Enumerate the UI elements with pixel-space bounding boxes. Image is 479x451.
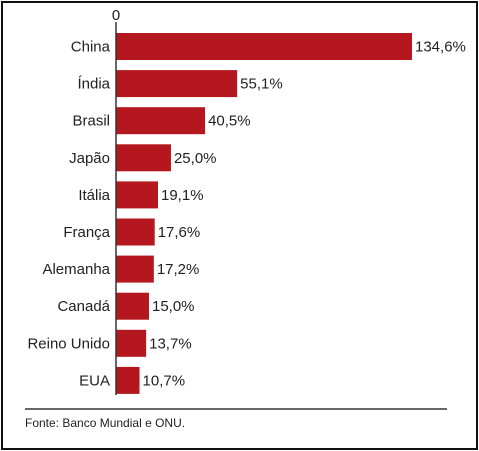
value-label-2: 40,5% <box>208 113 251 130</box>
category-label-1: Índia <box>77 76 110 93</box>
bar-2 <box>116 107 206 135</box>
category-label-2: Brasil <box>72 113 110 130</box>
value-label-0: 134,6% <box>415 39 466 56</box>
bar-1 <box>116 70 238 98</box>
bar-4 <box>116 181 159 209</box>
category-label-9: EUA <box>79 372 110 389</box>
source-note: Fonte: Banco Mundial e ONU. <box>25 416 185 430</box>
value-label-6: 17,2% <box>157 261 200 278</box>
bar-9 <box>116 366 140 394</box>
value-label-5: 17,6% <box>158 224 201 241</box>
category-label-7: Canadá <box>57 298 110 315</box>
bar-8 <box>116 329 147 357</box>
bar-6 <box>116 255 154 283</box>
value-label-9: 10,7% <box>143 372 186 389</box>
value-label-8: 13,7% <box>149 335 192 352</box>
category-label-0: China <box>71 39 111 56</box>
value-label-7: 15,0% <box>152 298 195 315</box>
value-label-4: 19,1% <box>161 187 204 204</box>
bar-7 <box>116 292 149 320</box>
value-label-1: 55,1% <box>240 76 283 93</box>
category-label-5: França <box>63 224 110 241</box>
value-labels-group: 134,6% 55,1% 40,5% 25,0% 19,1% 17,6% 17,2% 15,0… <box>143 39 466 390</box>
category-label-4: Itália <box>78 187 110 204</box>
category-label-3: Japão <box>69 150 110 167</box>
category-label-6: Alemanha <box>42 261 110 278</box>
bar-0 <box>116 33 412 60</box>
category-label-8: Reino Unido <box>27 335 110 352</box>
value-label-3: 25,0% <box>174 150 217 167</box>
x-axis-zero-label: 0 <box>112 7 120 24</box>
bars-group <box>116 33 412 394</box>
category-labels-group: China Índia Brasil Japão Itália França Alemanh… <box>27 39 110 390</box>
bar-5 <box>116 218 155 246</box>
bar-3 <box>116 144 171 172</box>
